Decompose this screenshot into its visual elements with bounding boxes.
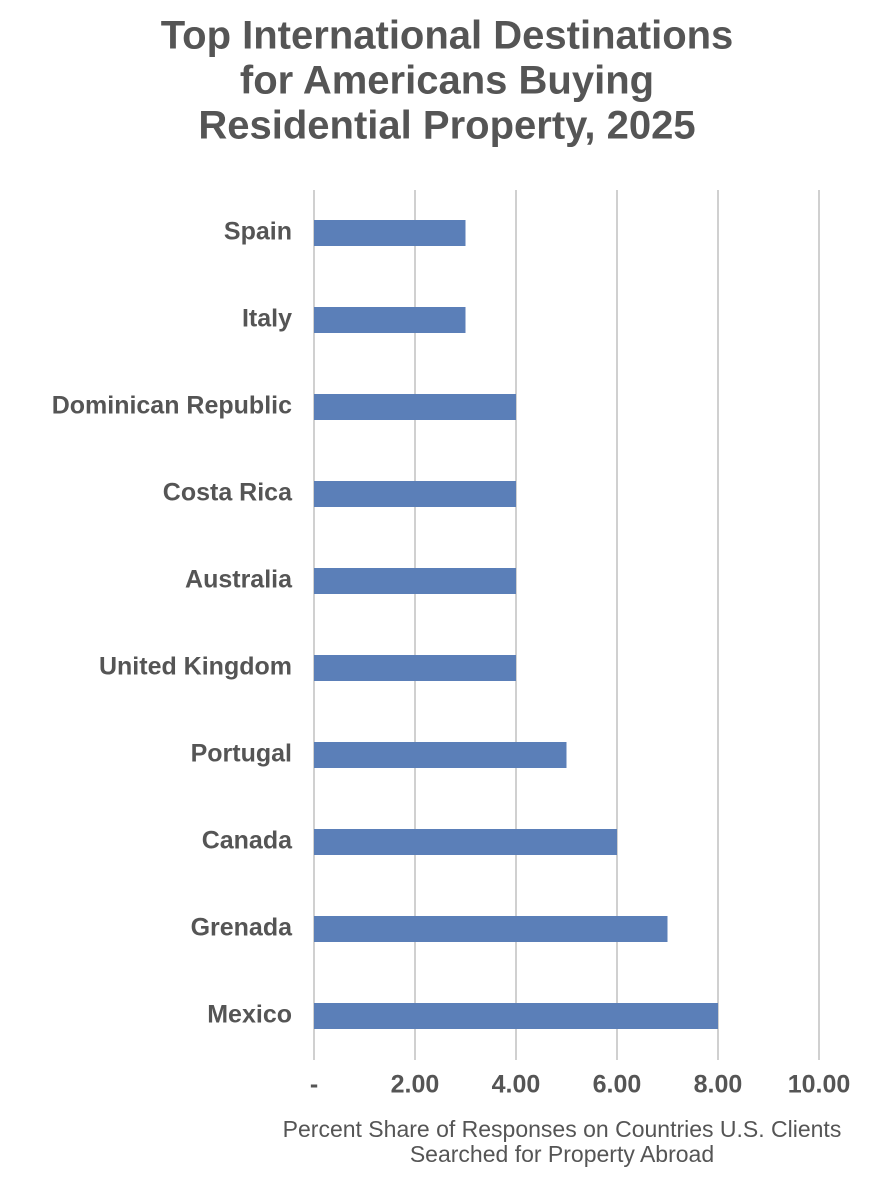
chart-title: Top International Destinations bbox=[161, 14, 734, 58]
x-axis-label: Searched for Property Abroad bbox=[410, 1141, 714, 1167]
bar bbox=[314, 1003, 718, 1029]
y-tick-label: Grenada bbox=[191, 914, 294, 942]
x-axis-label: Percent Share of Responses on Countries … bbox=[283, 1116, 842, 1142]
bar bbox=[314, 829, 617, 855]
x-tick-label: 4.00 bbox=[492, 1071, 541, 1099]
x-tick-label: 8.00 bbox=[694, 1071, 743, 1099]
y-tick-label: Spain bbox=[224, 218, 292, 246]
y-tick-label: Italy bbox=[242, 305, 292, 333]
y-tick-label: Dominican Republic bbox=[52, 392, 292, 420]
bar bbox=[314, 481, 516, 507]
y-tick-label: Canada bbox=[202, 827, 293, 855]
y-tick-label: Australia bbox=[185, 566, 293, 594]
bar bbox=[314, 394, 516, 420]
y-tick-label: Mexico bbox=[207, 1001, 292, 1029]
bar bbox=[314, 742, 567, 768]
y-tick-label: Portugal bbox=[191, 740, 292, 768]
x-tick-label: 2.00 bbox=[391, 1071, 440, 1099]
x-tick-label: 10.00 bbox=[788, 1071, 851, 1099]
x-tick-label: - bbox=[310, 1071, 318, 1099]
y-tick-label: Costa Rica bbox=[163, 479, 293, 507]
bar bbox=[314, 307, 466, 333]
bar bbox=[314, 655, 516, 681]
chart-title: Residential Property, 2025 bbox=[198, 104, 695, 148]
y-tick-label: United Kingdom bbox=[99, 653, 292, 681]
bar bbox=[314, 568, 516, 594]
chart-title: for Americans Buying bbox=[240, 59, 654, 103]
x-tick-label: 6.00 bbox=[593, 1071, 642, 1099]
bar bbox=[314, 220, 466, 246]
bar bbox=[314, 916, 668, 942]
